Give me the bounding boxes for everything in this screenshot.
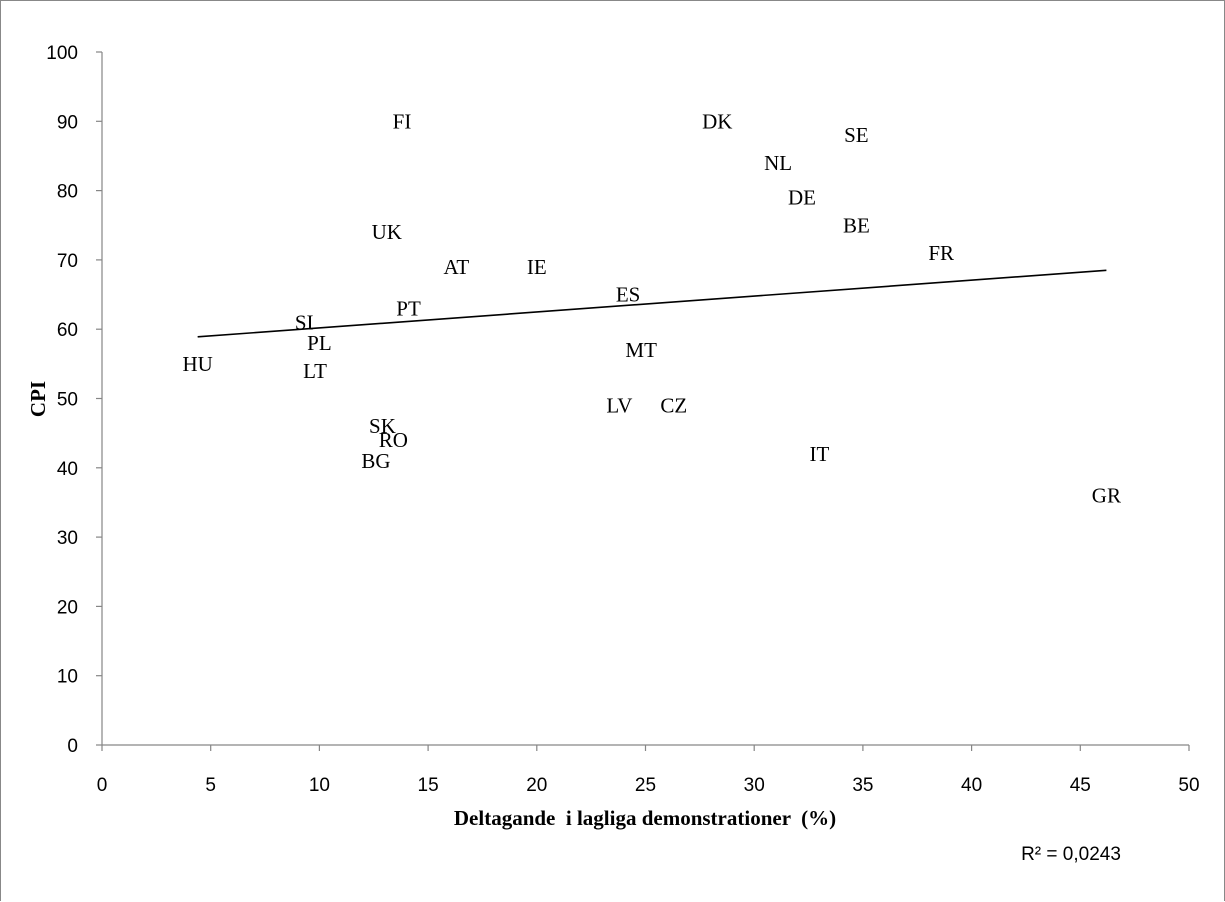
data-point-lt: LT: [303, 359, 327, 383]
x-axis-label: Deltagande i lagliga demonstrationer (%): [454, 806, 836, 830]
x-tick-label: 25: [635, 775, 656, 796]
y-tick-label: 70: [57, 251, 78, 272]
r-squared-label: R² = 0,0243: [1021, 844, 1121, 865]
data-point-cz: CZ: [660, 393, 687, 417]
x-tick-label: 5: [205, 775, 216, 796]
y-tick-label: 80: [57, 182, 78, 203]
data-point-bg: BG: [361, 449, 390, 473]
y-ticks: 0 10 20 30 40 50 60 70 80 90 100: [46, 43, 102, 757]
data-point-pl: PL: [307, 331, 332, 355]
data-point-pt: PT: [396, 296, 421, 320]
x-ticks: 0 5 10 15 20 25 30 35 40 45 50: [97, 745, 1200, 796]
y-tick-label: 20: [57, 597, 78, 618]
data-point-at: AT: [444, 255, 470, 279]
data-point-si: SI: [295, 310, 314, 334]
data-point-se: SE: [844, 123, 869, 147]
data-point-mt: MT: [625, 338, 657, 362]
x-tick-label: 30: [744, 775, 765, 796]
y-tick-label: 30: [57, 528, 78, 549]
data-point-gr: GR: [1092, 484, 1121, 508]
data-point-hu: HU: [182, 352, 212, 376]
axes: [101, 52, 1189, 746]
data-point-dk: DK: [702, 109, 732, 133]
data-point-it: IT: [810, 442, 830, 466]
x-tick-label: 15: [418, 775, 439, 796]
y-axis-label: CPI: [26, 381, 50, 417]
data-point-sk: SK: [369, 414, 396, 438]
data-point-de: DE: [788, 186, 816, 210]
y-tick-label: 40: [57, 459, 78, 480]
data-point-ro: RO: [379, 428, 408, 452]
x-tick-label: 0: [97, 775, 108, 796]
trendline: [197, 269, 1107, 338]
x-tick-label: 45: [1070, 775, 1091, 796]
y-tick-label: 60: [57, 320, 78, 341]
y-tick-label: 10: [57, 667, 78, 688]
data-point-nl: NL: [764, 151, 792, 175]
y-tick-label: 100: [46, 43, 78, 64]
data-point-fr: FR: [928, 241, 954, 265]
data-point-ie: IE: [527, 255, 547, 279]
x-tick-label: 35: [852, 775, 873, 796]
x-tick-label: 50: [1178, 775, 1199, 796]
data-point-lv: LV: [606, 393, 632, 417]
data-point-fi: FI: [393, 109, 412, 133]
x-tick-label: 20: [526, 775, 547, 796]
x-tick-label: 40: [961, 775, 982, 796]
data-point-be: BE: [843, 213, 870, 237]
y-tick-label: 90: [57, 112, 78, 133]
data-point-uk: UK: [372, 220, 402, 244]
data-point-es: ES: [616, 283, 641, 307]
y-tick-label: 0: [67, 736, 78, 757]
x-tick-label: 10: [309, 775, 330, 796]
y-tick-label: 50: [57, 390, 78, 411]
